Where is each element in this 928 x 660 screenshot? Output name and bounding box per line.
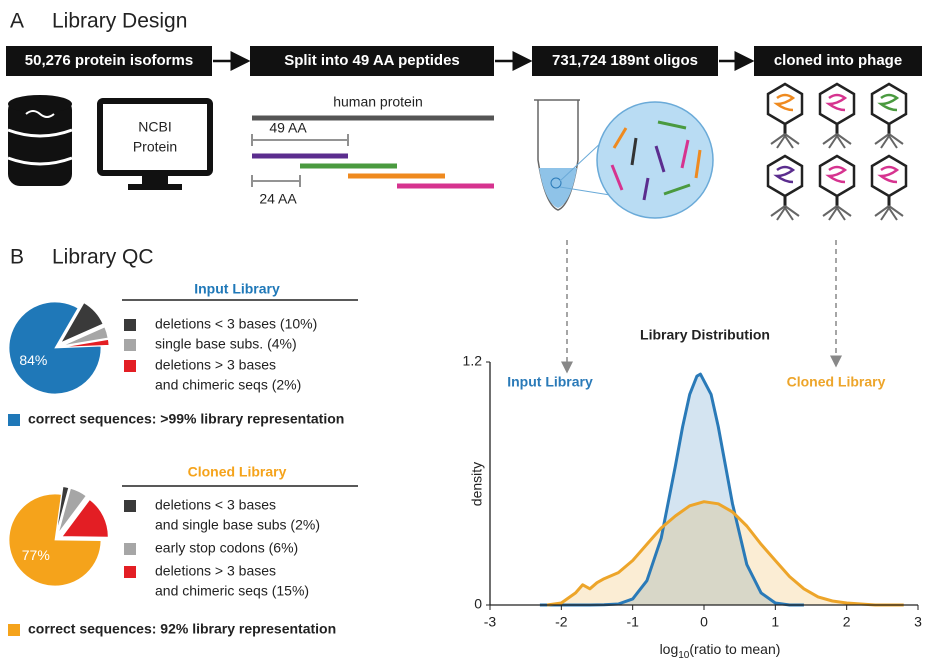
y-axis-label: density (469, 462, 485, 506)
monitor-text: Protein (133, 139, 177, 155)
step-text: 731,724 189nt oligos (552, 52, 698, 69)
x-tick-label: 2 (843, 614, 851, 630)
slice-label: 77% (22, 547, 50, 563)
slice-label: 84% (19, 352, 47, 368)
series-label: Input Library (507, 374, 593, 390)
peptide-length: 49 AA (269, 120, 307, 136)
x-tick-label: 0 (700, 614, 708, 630)
chart-title: Library Distribution (640, 327, 770, 343)
database-icon (8, 95, 72, 186)
series-label: Cloned Library (787, 374, 886, 390)
step-text: cloned into phage (774, 52, 902, 69)
phage-icons (768, 84, 906, 220)
step-text: 50,276 protein isoforms (25, 52, 193, 69)
legend-text: early stop codons (6%) (155, 540, 298, 556)
x-tick-label: -2 (555, 614, 568, 630)
legend-text: deletions > 3 bases (155, 357, 276, 373)
legend-swatch (124, 319, 136, 331)
x-label-part: (ratio to mean) (689, 641, 780, 657)
panel-title: Library QC (52, 246, 154, 269)
legend-text: deletions > 3 bases (155, 563, 276, 579)
monitor-text: NCBI (138, 119, 171, 135)
pie-title: Input Library (194, 281, 280, 297)
legend-text: correct sequences: >99% library represen… (28, 411, 344, 427)
y-tick-label: 1.2 (463, 353, 483, 369)
panel-label: A (10, 10, 24, 33)
legend-swatch (124, 360, 136, 372)
dashed-arrows (567, 240, 836, 372)
legend-text: deletions < 3 bases (10%) (155, 316, 317, 332)
tube-icon (534, 100, 713, 218)
legend-swatch (8, 414, 20, 426)
protein-label: human protein (333, 94, 423, 110)
panel-label: B (10, 246, 24, 269)
x-tick-label: 3 (914, 614, 922, 630)
y-tick-label: 0 (474, 596, 482, 612)
legend-text: single base subs. (4%) (155, 336, 297, 352)
legend-swatch (124, 500, 136, 512)
legend-text: deletions < 3 bases (155, 497, 276, 513)
length-bracket (252, 134, 348, 187)
x-tick-label: -3 (484, 614, 497, 630)
x-label-part: log (660, 641, 679, 657)
x-axis-label: log10(ratio to mean) (660, 641, 781, 660)
step-text: Split into 49 AA peptides (284, 52, 460, 69)
legend-text: and chimeric seqs (15%) (155, 583, 309, 599)
legend-text: and chimeric seqs (2%) (155, 377, 301, 393)
x-label-sub: 10 (678, 650, 690, 660)
panel-title: Library Design (52, 10, 187, 33)
pie-title: Cloned Library (188, 464, 287, 480)
legend-text: and single base subs (2%) (155, 517, 320, 533)
legend-swatch (8, 624, 20, 636)
legend-text: correct sequences: 92% library represent… (28, 621, 336, 637)
legend-swatch (124, 339, 136, 351)
legend-swatch (124, 566, 136, 578)
figure: A Library Design 50,276 protein isoforms… (0, 0, 928, 660)
overlap-label: 24 AA (259, 191, 297, 207)
density-area (547, 502, 904, 605)
x-tick-label: -1 (626, 614, 639, 630)
x-tick-label: 1 (771, 614, 779, 630)
legend-swatch (124, 543, 136, 555)
